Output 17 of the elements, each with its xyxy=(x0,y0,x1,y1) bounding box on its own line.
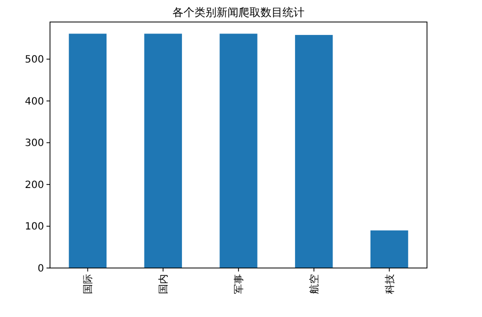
y-tick-label: 400 xyxy=(24,96,44,108)
y-tick-label: 0 xyxy=(38,264,44,274)
bar xyxy=(68,34,107,268)
bar xyxy=(295,34,333,268)
y-tick-label: 300 xyxy=(24,138,44,150)
y-tick-label: 200 xyxy=(24,180,44,191)
y-tick-label: 500 xyxy=(24,54,44,66)
y-tick-label: 100 xyxy=(24,222,44,233)
x-tick-label: 国内 xyxy=(158,274,170,294)
x-tick-label: 科技 xyxy=(384,274,396,294)
bar xyxy=(144,34,182,268)
x-tick-label: 军事 xyxy=(233,274,245,294)
bar xyxy=(370,230,408,268)
x-tick-label: 国际 xyxy=(83,274,94,294)
bar xyxy=(220,34,258,268)
chart-title: 各个类别新闻爬取数目统计 xyxy=(172,6,304,19)
x-tick-label: 航空 xyxy=(308,274,320,294)
